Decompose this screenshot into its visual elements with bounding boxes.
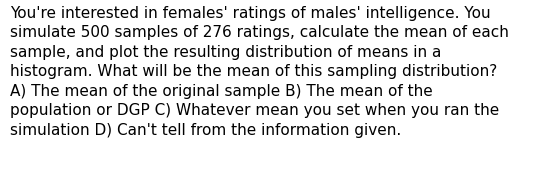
Text: You're interested in females' ratings of males' intelligence. You
simulate 500 s: You're interested in females' ratings of…: [10, 6, 509, 138]
